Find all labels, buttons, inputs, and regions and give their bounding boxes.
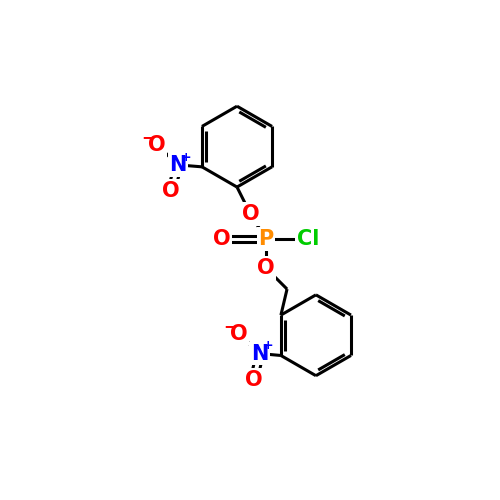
Text: O: O [148,135,166,155]
Text: P: P [258,229,274,249]
Text: O: O [242,204,260,224]
Text: O: O [257,258,274,278]
Text: O: O [213,229,230,249]
Text: +: + [180,150,191,164]
Text: Cl: Cl [297,229,320,249]
Text: −: − [142,128,156,146]
Text: N: N [170,155,187,175]
Text: +: + [262,340,273,352]
Text: N: N [251,344,268,363]
Text: −: − [223,317,237,335]
Text: O: O [230,324,248,344]
Text: O: O [245,370,263,390]
Text: O: O [162,181,180,201]
